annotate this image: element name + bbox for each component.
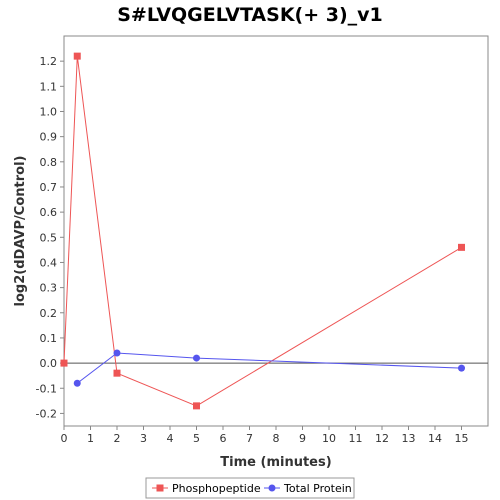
legend-marker-circle [268, 484, 276, 492]
data-point-circle [458, 364, 465, 372]
data-point-circle [73, 379, 81, 387]
x-tick-label: 6 [220, 432, 227, 445]
y-tick-label: 0.1 [40, 332, 58, 345]
data-point-square [113, 369, 121, 377]
x-tick-label: 13 [402, 432, 416, 445]
x-tick-label: 7 [246, 432, 253, 445]
x-tick-label: 15 [455, 432, 469, 445]
y-tick-label: 0.0 [40, 357, 58, 370]
x-tick-label: 8 [273, 432, 280, 445]
x-tick-label: 10 [322, 432, 336, 445]
y-tick-label: 0.5 [40, 231, 58, 244]
legend-marker-square [156, 484, 164, 492]
y-tick-label: 0.8 [40, 156, 58, 169]
plot-area [63, 35, 489, 427]
data-point-square [193, 402, 200, 410]
y-tick-label: 0.7 [40, 181, 58, 194]
x-tick-label: 0 [61, 432, 68, 445]
x-axis-label: Time (minutes) [220, 455, 331, 470]
y-tick-label: 0.4 [40, 256, 58, 269]
data-point-square [458, 243, 465, 251]
x-tick-label: 9 [299, 432, 306, 445]
x-tick-label: 11 [349, 432, 363, 445]
y-tick-label: 1.2 [40, 55, 58, 68]
x-tick-label: 5 [193, 432, 200, 445]
y-tick-label: -0.2 [36, 407, 57, 420]
data-point-square [73, 52, 81, 60]
x-tick-label: 3 [140, 432, 147, 445]
x-axis: 0 1 2 3 4 5 6 7 8 9 10 11 12 13 14 15 [61, 426, 469, 445]
data-point-circle [113, 349, 121, 357]
y-tick-label: 1.1 [40, 80, 58, 93]
data-point-square [60, 359, 68, 367]
x-tick-label: 12 [375, 432, 389, 445]
x-tick-label: 2 [114, 432, 121, 445]
y-axis: -0.2 -0.1 0.0 0.1 0.2 0.3 0.4 0.5 0.6 0.7 0.8 0.9 1.… [36, 55, 64, 420]
y-tick-label: 0.3 [40, 282, 58, 295]
x-tick-label: 4 [167, 432, 174, 445]
legend-label: Total Protein [283, 482, 352, 495]
x-tick-label: 1 [87, 432, 94, 445]
y-axis-label: log2(dDAVP/Control) [13, 156, 28, 307]
y-tick-label: 1.0 [40, 105, 58, 118]
legend-label: Phosphopeptide [172, 482, 261, 495]
legend: Phosphopeptide Total Protein [145, 477, 355, 499]
legend-box [145, 477, 355, 499]
series-layer [60, 52, 465, 410]
y-tick-label: -0.1 [36, 382, 57, 395]
y-tick-label: 0.9 [40, 131, 58, 144]
chart-title: S#LVQGELVTASK(+ 3)_v1 [117, 4, 383, 26]
data-point-circle [193, 354, 200, 362]
y-tick-label: 0.2 [40, 307, 58, 320]
y-tick-label: 0.6 [40, 206, 58, 219]
x-tick-label: 14 [428, 432, 442, 445]
series-line [76, 352, 462, 384]
